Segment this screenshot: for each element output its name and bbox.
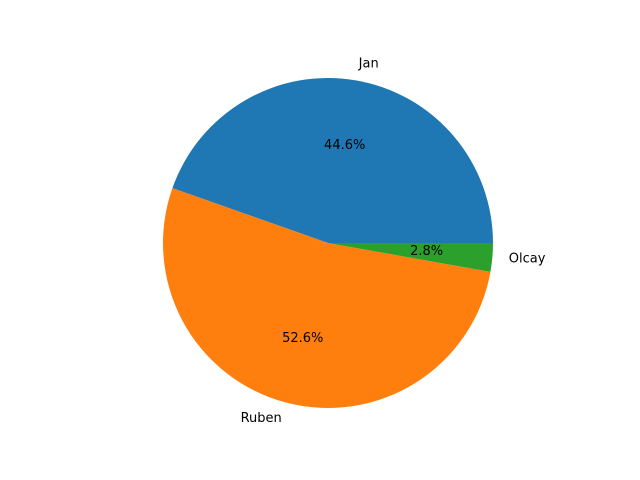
slice-label-ruben: Ruben (241, 411, 282, 426)
slice-percent-jan: 44.6% (324, 138, 365, 153)
slice-percent-ruben: 52.6% (282, 331, 323, 346)
pie-labels: Jan 44.6% Ruben 52.6% Olcay 2.8% (241, 57, 546, 426)
pie-slice-jan (172, 77, 493, 244)
slice-percent-olcay: 2.8% (410, 244, 443, 259)
pie-slice-ruben (163, 188, 491, 408)
slice-label-jan: Jan (358, 57, 379, 72)
slice-label-olcay: Olcay (509, 251, 546, 266)
pie-slice-olcay (328, 243, 493, 272)
pie-slices (163, 77, 493, 408)
